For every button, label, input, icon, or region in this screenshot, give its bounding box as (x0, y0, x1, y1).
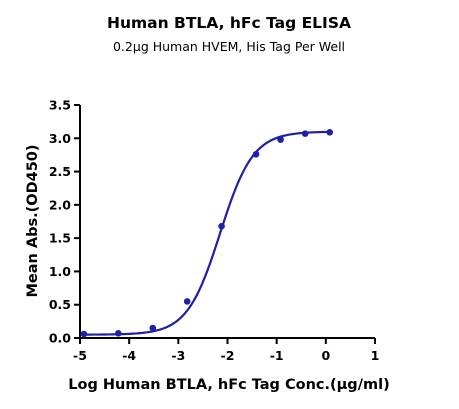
y-tick-label: 0.0 (49, 331, 71, 346)
data-point (301, 130, 309, 137)
data-point (277, 136, 284, 143)
data-point (252, 150, 260, 158)
x-axis-ticks: -5 -4 -3 -2 -1 0 1 (73, 338, 379, 363)
x-tick-label: -2 (221, 348, 235, 363)
data-point (149, 324, 157, 332)
y-tick-label: 3.0 (49, 131, 71, 146)
y-axis-title: Mean Abs.(OD450) (25, 144, 41, 297)
x-tick-label: 1 (371, 348, 380, 363)
y-tick-label: 0.5 (49, 297, 71, 312)
x-tick-label: 0 (321, 348, 330, 363)
data-points (80, 128, 334, 338)
chart-title: Human BTLA, hFc Tag ELISA (107, 14, 351, 32)
data-point (326, 128, 334, 136)
y-tick-label: 3.5 (49, 98, 71, 113)
y-axis-ticks: 0.0 0.5 1.0 1.5 2.0 2.5 3.0 3.5 (49, 98, 80, 346)
x-tick-label: -4 (122, 348, 136, 363)
x-tick-label: -5 (73, 348, 87, 363)
data-point (218, 222, 225, 230)
chart-subtitle: 0.2μg Human HVEM, His Tag Per Well (113, 39, 345, 54)
y-tick-label: 1.0 (49, 264, 71, 279)
fit-curve-line (83, 130, 330, 336)
x-tick-label: -3 (171, 348, 185, 363)
data-point (183, 298, 191, 305)
x-tick-label: -1 (270, 348, 284, 363)
data-point (115, 330, 122, 337)
data-point (80, 330, 88, 338)
x-axis-title: Log Human BTLA, hFc Tag Conc.(μg/ml) (68, 377, 389, 393)
y-tick-label: 1.5 (49, 231, 71, 246)
y-tick-label: 2.0 (49, 197, 71, 212)
y-tick-label: 2.5 (49, 164, 71, 179)
